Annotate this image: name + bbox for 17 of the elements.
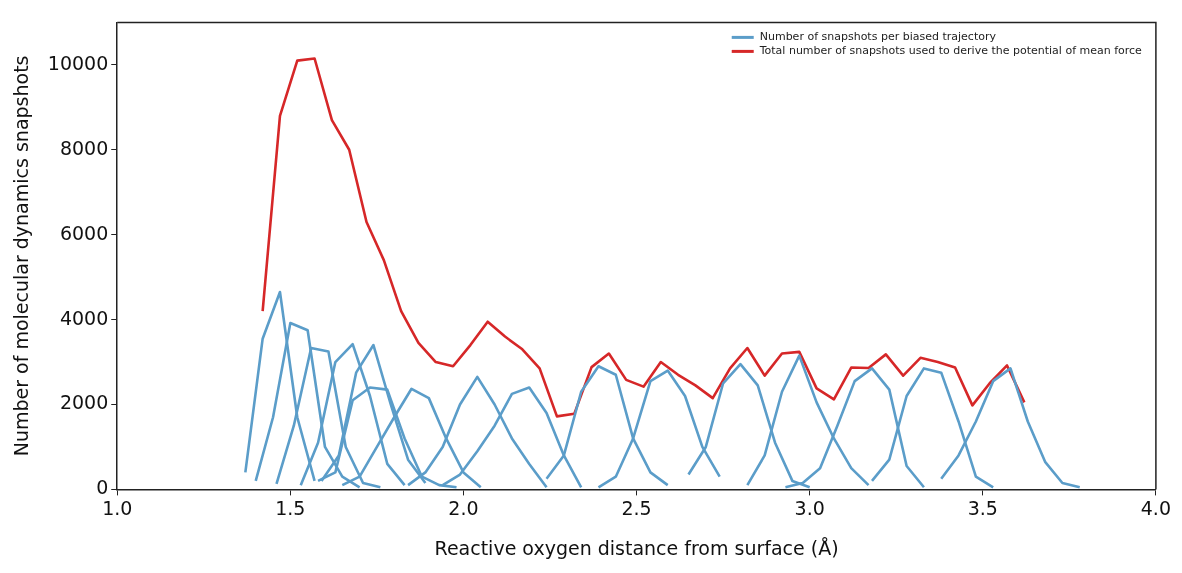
y-tick-label: 0 <box>96 476 109 499</box>
y-tick-label: 2000 <box>59 391 109 414</box>
x-tick-label: 1.5 <box>275 496 306 519</box>
x-tick-label: 2.0 <box>448 496 479 519</box>
y-tick-label: 10000 <box>47 51 109 74</box>
y-tick-label: 8000 <box>59 136 109 159</box>
x-tick-label: 3.0 <box>794 496 825 519</box>
x-axis-title: Reactive oxygen distance from surface (Å) <box>434 536 839 559</box>
y-tick-label: 6000 <box>59 221 109 244</box>
x-tick-label: 3.5 <box>967 496 998 519</box>
y-axis-title: Number of molecular dynamics snapshots <box>10 55 33 457</box>
legend-label: Number of snapshots per biased trajectory <box>759 30 997 44</box>
y-tick-label: 4000 <box>59 306 109 329</box>
x-tick-label: 4.0 <box>1140 496 1171 519</box>
x-tick-label: 2.5 <box>621 496 652 519</box>
x-tick-label: 1.0 <box>102 496 133 519</box>
legend-label: Total number of snapshots used to derive the potential of mean force <box>758 44 1143 58</box>
